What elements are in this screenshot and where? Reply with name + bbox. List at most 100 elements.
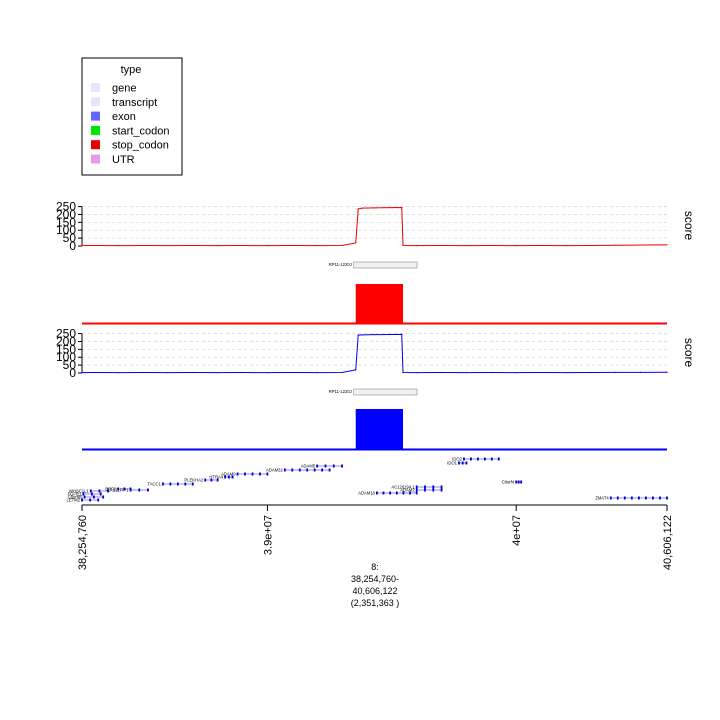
gene-exon-13-2 [432,485,435,489]
score-point-11 [341,371,343,374]
coverage-block [355,409,404,450]
score-point-20 [440,371,443,374]
gene-exon-1-1 [92,495,95,499]
score-point-29 [666,371,668,373]
gene-exon-5-0 [129,488,132,492]
score-point-21 [465,372,468,374]
gene-exon-10-6 [328,468,331,472]
score-point-4 [167,245,169,247]
gene-exon-2-0 [81,498,83,502]
gene-exon-0-1 [91,492,93,496]
x-axis: 38,254,760 3.9e+07 4e+07 40,606,122 [77,504,674,570]
feature-label: RP11-1220J [329,262,352,267]
gene-exon-16-0 [463,457,465,461]
gene-exon-2-2 [97,498,100,502]
score-point-22 [490,244,492,247]
gene-exon-3-1 [98,489,101,493]
x-tick-label-0: 38,254,760 [77,515,89,570]
feature-label-box [353,261,418,269]
score-point-15 [373,334,375,336]
gene-exon-6-2 [176,482,179,486]
gene-exon-13-0 [415,485,418,489]
legend-swatch-0 [91,83,100,92]
score-point-14 [361,207,363,209]
legend-label-3: start_codon [112,125,169,137]
gene-label-18: ZMAT4 [595,496,609,501]
gene-exon-12-3 [395,491,398,495]
gene-exon-0-2 [99,492,102,496]
gene-exon-18-2 [623,496,626,500]
gene-exon-18-4 [637,496,640,500]
legend-swatch-4 [91,140,100,150]
gene-exon-9-3 [259,472,261,476]
y-tick-label-3: 150 [56,215,76,229]
score-point-10 [316,372,318,374]
gene-exon-9-1 [244,472,246,476]
legend-label-5: UTR [112,154,135,166]
y-tick-label-1: 50 [63,231,77,245]
gene-label-15: IDO1 [447,461,457,466]
gene-exon-17-1 [517,480,520,484]
y-axis-label: score [682,211,696,241]
gene-exon-18-3 [630,496,633,500]
y-tick-label-0: 0 [69,239,76,253]
legend-swatch-5 [91,154,100,164]
score-point-26 [590,244,592,247]
gene-label-8: HTRA4 [209,475,223,480]
score-point-21 [465,245,468,247]
legend-swatch-3 [91,125,100,135]
score-point-18 [402,371,404,374]
score-point-23 [515,372,517,374]
coverage-block [355,284,404,324]
gene-exon-13-3 [440,485,443,489]
chrom-label: 8: [371,562,379,572]
legend-label-2: exon [112,111,136,123]
gene-exon-12-1 [382,491,385,495]
gene-exon-11-1 [324,464,327,468]
gene-exon-5-1 [138,488,141,492]
gene-exon-17-2 [520,480,523,484]
gene-exon-10-4 [313,468,316,472]
gene-label-0: FGFR1 [68,492,82,497]
gene-label-16: IDO2 [452,457,462,462]
score-point-2 [117,372,119,374]
gene-exon-18-7 [659,496,661,500]
gene-exon-4-1 [123,487,126,491]
legend-label-1: transcript [112,97,157,109]
gene-exon-7-1 [210,478,213,482]
gene-label-6: TACC1 [147,482,161,487]
gene-exon-7-2 [216,478,219,482]
legend-swatch-2 [91,111,100,121]
gene-exon-1-2 [102,495,105,499]
score-point-27 [615,244,617,246]
score-point-18 [402,244,404,247]
gene-exon-16-1 [470,457,472,461]
legend-label-4: stop_codon [112,140,169,152]
gene-exon-10-3 [306,468,309,472]
gene-exon-15-0 [458,461,460,465]
gene-exon-1-0 [83,495,86,499]
gene-exon-14-3 [440,488,443,492]
score-point-26 [590,371,592,374]
score-point-28 [640,371,642,373]
legend: type gene transcript exon start_codon stop_c… [81,57,183,176]
gene-exon-11-0 [316,464,319,468]
gene-exon-9-4 [266,472,269,476]
score-point-7 [241,371,244,374]
gene-exon-12-6 [415,491,418,495]
gene-exon-14-0 [415,488,418,492]
gene-label-4: BRF2 [105,487,116,492]
gene-exon-5-2 [147,488,149,492]
x-tick-label-2: 4e+07 [511,515,523,546]
gene-exon-6-3 [184,482,187,486]
score-point-2 [117,245,119,247]
legend-title: type [121,64,142,76]
score-point-9 [291,244,293,247]
gene-exon-10-5 [321,468,324,472]
score-point-6 [217,372,219,374]
gene-exon-12-5 [409,491,411,495]
y-tick-label-5: 250 [56,327,76,341]
score-point-0 [81,372,83,374]
